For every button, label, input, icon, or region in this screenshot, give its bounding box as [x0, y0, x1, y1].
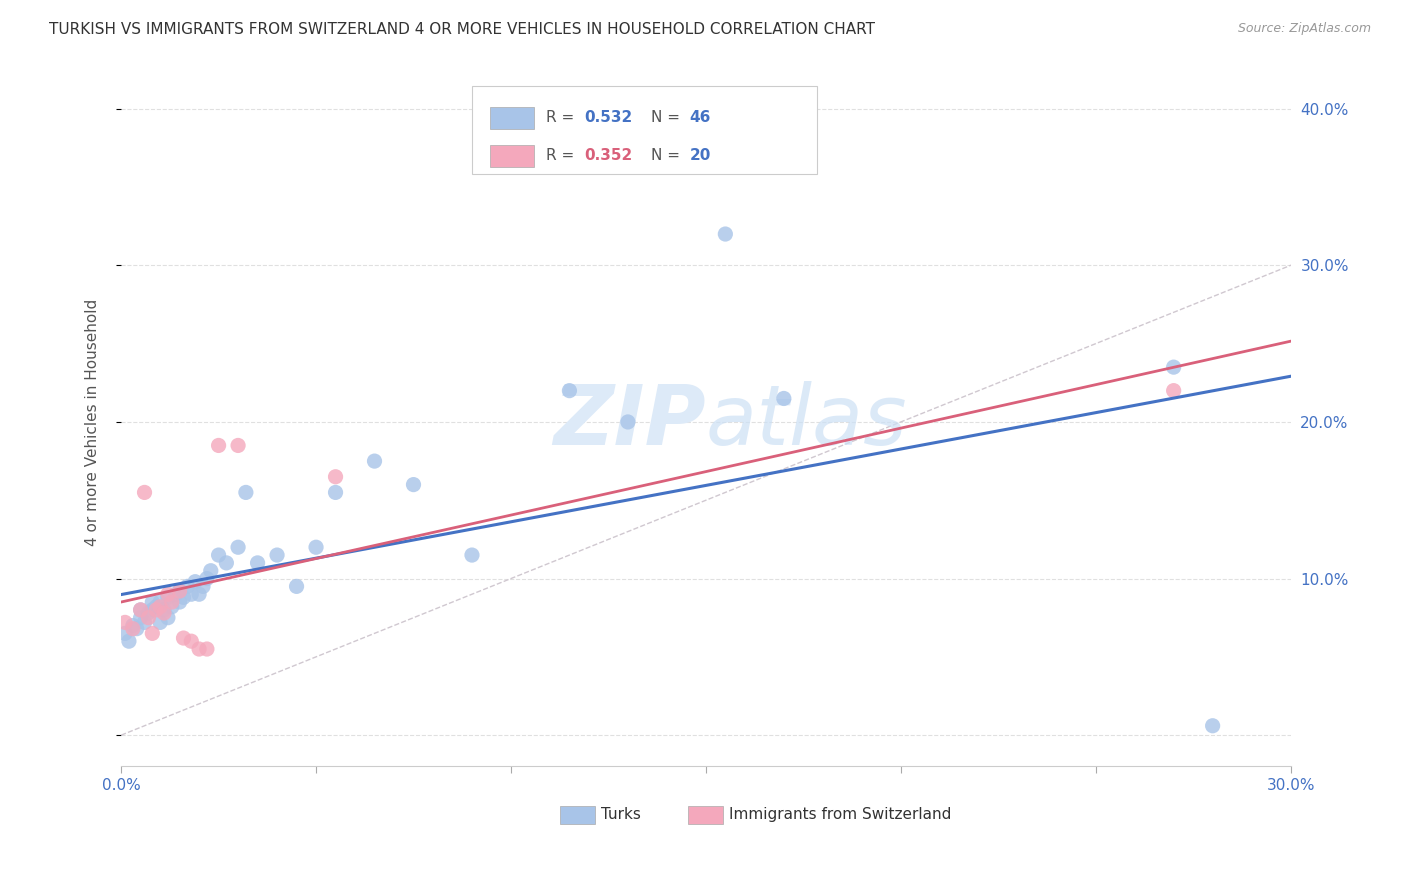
- Point: [114, 626, 136, 640]
- Point: [266, 548, 288, 562]
- Text: TURKISH VS IMMIGRANTS FROM SWITZERLAND 4 OR MORE VEHICLES IN HOUSEHOLD CORRELATI: TURKISH VS IMMIGRANTS FROM SWITZERLAND 4…: [49, 22, 875, 37]
- Point: [156, 610, 179, 624]
- FancyBboxPatch shape: [489, 145, 534, 167]
- Point: [188, 642, 211, 657]
- FancyBboxPatch shape: [689, 806, 724, 823]
- Text: ZIP: ZIP: [553, 382, 706, 462]
- Text: 0.532: 0.532: [585, 110, 633, 125]
- Point: [207, 438, 229, 452]
- Point: [145, 599, 167, 614]
- FancyBboxPatch shape: [489, 106, 534, 128]
- Y-axis label: 4 or more Vehicles in Household: 4 or more Vehicles in Household: [86, 298, 100, 546]
- Point: [156, 591, 179, 605]
- Point: [156, 587, 179, 601]
- Text: N =: N =: [651, 148, 685, 163]
- Point: [138, 610, 160, 624]
- Point: [325, 485, 347, 500]
- Point: [246, 556, 269, 570]
- Text: 20: 20: [689, 148, 711, 163]
- FancyBboxPatch shape: [560, 806, 595, 823]
- Point: [226, 540, 249, 554]
- Point: [129, 603, 152, 617]
- Point: [149, 599, 172, 614]
- Point: [617, 415, 640, 429]
- Point: [160, 599, 183, 614]
- Text: R =: R =: [546, 148, 579, 163]
- Point: [141, 595, 163, 609]
- Text: Source: ZipAtlas.com: Source: ZipAtlas.com: [1237, 22, 1371, 36]
- Point: [461, 548, 484, 562]
- Point: [1163, 360, 1185, 375]
- Point: [195, 572, 218, 586]
- Point: [134, 485, 156, 500]
- Point: [129, 603, 152, 617]
- Text: Turks: Turks: [600, 807, 641, 822]
- Point: [114, 615, 136, 630]
- Point: [169, 584, 191, 599]
- Point: [1163, 384, 1185, 398]
- Point: [305, 540, 328, 554]
- Point: [141, 603, 163, 617]
- Point: [125, 622, 148, 636]
- Point: [188, 587, 211, 601]
- Point: [176, 579, 198, 593]
- Point: [160, 595, 183, 609]
- Point: [169, 595, 191, 609]
- Point: [173, 631, 195, 645]
- Text: Immigrants from Switzerland: Immigrants from Switzerland: [730, 807, 952, 822]
- Point: [402, 477, 425, 491]
- Point: [138, 606, 160, 620]
- Point: [1201, 719, 1223, 733]
- Point: [149, 595, 172, 609]
- Point: [118, 634, 141, 648]
- Text: atlas: atlas: [706, 382, 907, 462]
- Point: [173, 591, 195, 605]
- Point: [207, 548, 229, 562]
- Point: [153, 606, 176, 620]
- Point: [121, 618, 143, 632]
- Point: [191, 579, 214, 593]
- Point: [165, 587, 187, 601]
- Point: [195, 642, 218, 657]
- Text: N =: N =: [651, 110, 685, 125]
- Point: [169, 584, 191, 599]
- FancyBboxPatch shape: [472, 86, 817, 174]
- Point: [180, 634, 202, 648]
- Point: [558, 384, 581, 398]
- Point: [325, 469, 347, 483]
- Point: [226, 438, 249, 452]
- Point: [285, 579, 308, 593]
- Point: [215, 556, 238, 570]
- Point: [714, 227, 737, 241]
- Text: 46: 46: [689, 110, 711, 125]
- Point: [180, 587, 202, 601]
- Point: [121, 622, 143, 636]
- Point: [145, 603, 167, 617]
- Point: [149, 615, 172, 630]
- Point: [235, 485, 257, 500]
- Point: [184, 574, 207, 589]
- Point: [200, 564, 222, 578]
- Point: [363, 454, 385, 468]
- Point: [134, 615, 156, 630]
- Point: [772, 392, 794, 406]
- Text: R =: R =: [546, 110, 579, 125]
- Point: [153, 603, 176, 617]
- Text: 0.352: 0.352: [585, 148, 633, 163]
- Point: [141, 626, 163, 640]
- Point: [129, 610, 152, 624]
